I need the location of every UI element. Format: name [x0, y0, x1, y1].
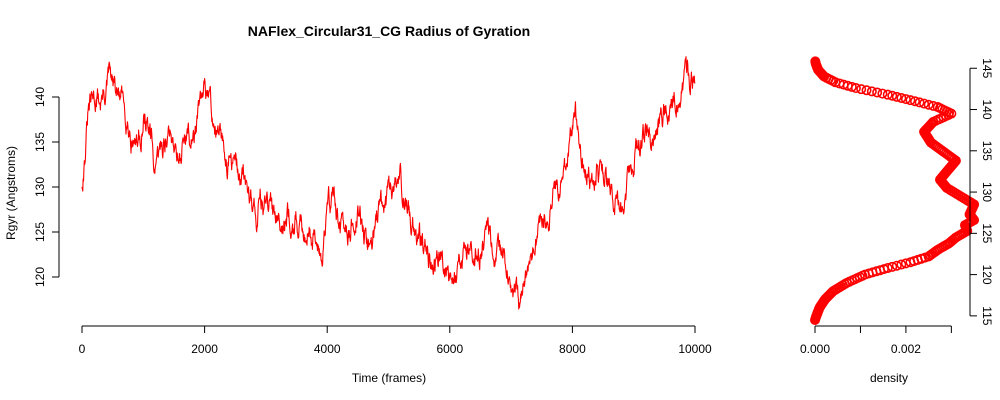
density-point	[882, 262, 893, 273]
main-x-tick-label: 10000	[678, 342, 712, 356]
main-x-tick-label: 2000	[191, 342, 218, 356]
main-y-axis-title: Rgyr (Angstroms)	[4, 146, 18, 240]
main-y-tick-label: 130	[33, 177, 47, 197]
density-point	[882, 89, 893, 100]
density-point	[909, 96, 920, 107]
density-y-tick-label: 135	[980, 141, 994, 161]
density-point	[877, 88, 888, 99]
density-point	[923, 99, 934, 110]
density-x-axis: 0.000 0.002	[800, 325, 952, 356]
rgyr-series	[81, 56, 696, 310]
main-y-tick-label: 120	[33, 267, 47, 287]
density-x-axis-title: density	[870, 371, 908, 385]
density-y-axis: 115 120 125 130 135 140 145	[969, 58, 994, 326]
main-x-axis-title: Time (frames)	[352, 371, 426, 385]
main-x-tick-label: 0	[79, 342, 86, 356]
density-x-tick-label: 0.002	[891, 342, 921, 356]
density-y-tick-label: 115	[980, 306, 994, 325]
density-point	[891, 260, 902, 271]
density-point	[887, 90, 898, 101]
density-point	[932, 102, 943, 113]
density-point	[914, 97, 925, 108]
density-point	[866, 86, 877, 97]
density-point	[905, 95, 916, 106]
density-y-tick-label: 145	[980, 58, 994, 78]
density-x-tick-label: 0.000	[800, 342, 830, 356]
main-x-axis: 0 2000 4000 6000 8000 10000	[79, 325, 712, 356]
density-point	[887, 261, 898, 272]
density-point	[861, 85, 872, 96]
density-series	[809, 56, 980, 325]
density-point	[900, 94, 911, 105]
density-point	[856, 84, 867, 95]
density-point	[891, 91, 902, 102]
density-point	[919, 98, 930, 109]
density-point	[896, 259, 907, 270]
main-y-tick-label: 135	[33, 132, 47, 152]
density-y-tick-label: 120	[980, 265, 994, 285]
density-point	[896, 92, 907, 103]
main-x-tick-label: 8000	[559, 342, 586, 356]
main-y-tick-label: 140	[33, 87, 47, 107]
rgyr-line	[81, 56, 696, 310]
density-y-tick-label: 140	[980, 100, 994, 120]
density-point	[928, 100, 939, 111]
main-y-axis: 120 125 130 135 140	[33, 87, 60, 287]
density-y-tick-label: 130	[980, 182, 994, 202]
density-point	[810, 56, 821, 67]
main-y-tick-label: 125	[33, 222, 47, 242]
main-x-tick-label: 4000	[314, 342, 341, 356]
density-point	[834, 78, 845, 89]
chart-title: NAFlex_Circular31_CG Radius of Gyration	[248, 23, 530, 39]
main-x-tick-label: 6000	[436, 342, 463, 356]
density-point	[872, 87, 883, 98]
density-y-tick-label: 125	[980, 223, 994, 243]
